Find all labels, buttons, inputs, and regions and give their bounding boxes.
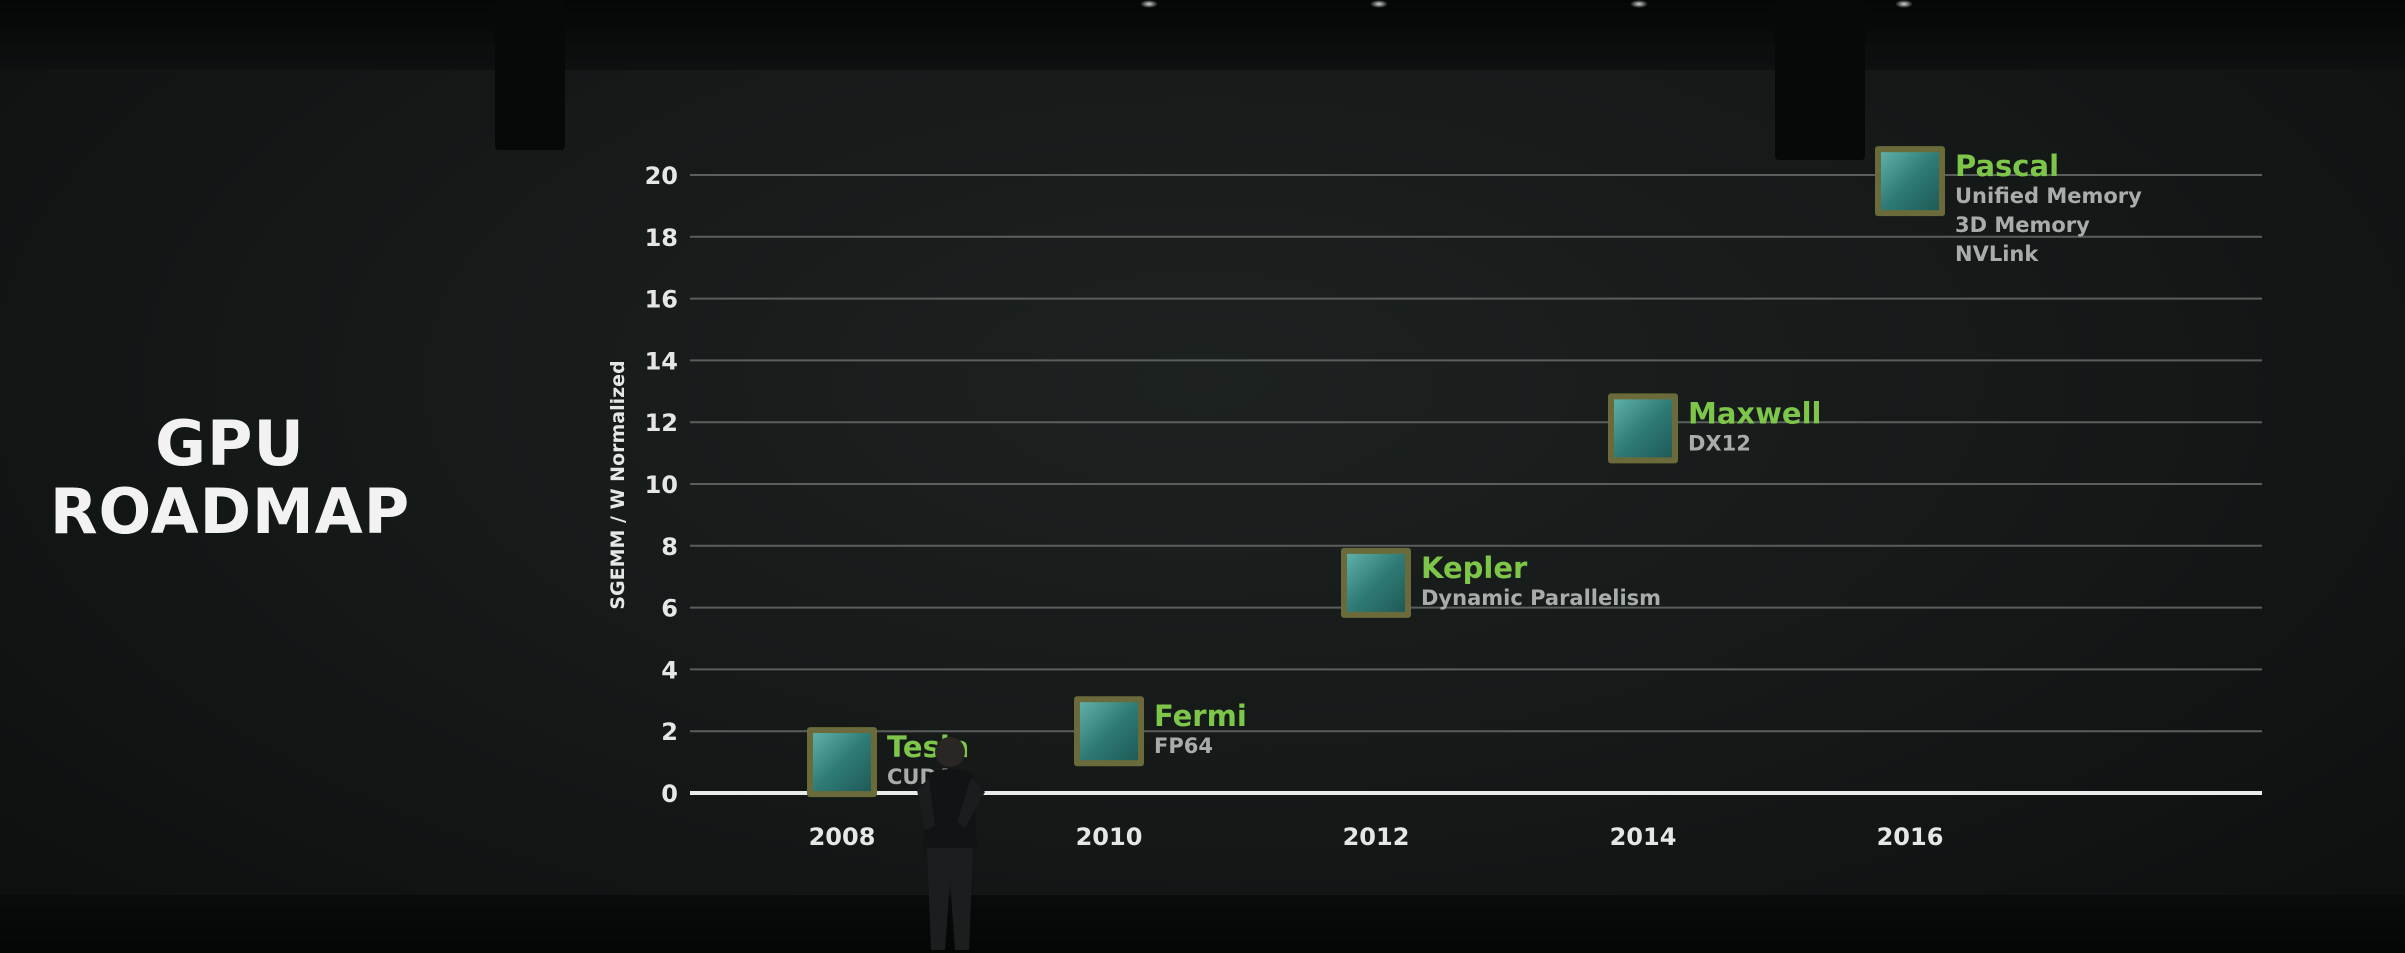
chip-die — [1347, 553, 1405, 612]
slide-title-line-2: ROADMAP — [49, 475, 411, 548]
stage-light — [1630, 0, 1648, 8]
x-tick-label: 2014 — [1610, 823, 1677, 851]
architecture-feature: 3D Memory — [1955, 213, 2090, 237]
presenter-figure — [917, 737, 985, 950]
x-tick-label: 2008 — [809, 823, 876, 851]
architecture-feature: Dynamic Parallelism — [1421, 586, 1661, 610]
y-tick-label: 10 — [645, 471, 678, 499]
x-tick-label: 2016 — [1877, 823, 1944, 851]
y-tick-label: 16 — [645, 286, 678, 314]
x-tick-label: 2010 — [1076, 823, 1143, 851]
y-tick-label: 18 — [645, 224, 678, 252]
architecture-name: Fermi — [1154, 699, 1247, 733]
slide-title: GPU ROADMAP — [40, 410, 420, 546]
lighting-rig-right — [1775, 0, 1865, 160]
architecture-feature: DX12 — [1688, 431, 1751, 455]
chip-die — [813, 733, 871, 792]
y-axis-ticks: 0 2 4 6 8 10 12 14 16 18 20 — [645, 162, 678, 808]
architecture-feature: FP64 — [1154, 734, 1213, 758]
y-axis-label: SGEMM / W Normalized — [607, 360, 629, 609]
architecture-feature: NVLink — [1955, 242, 2039, 266]
architecture-name: Maxwell — [1688, 396, 1821, 430]
y-tick-label: 12 — [645, 409, 678, 437]
y-tick-label: 8 — [661, 533, 678, 561]
stage-light — [1370, 0, 1388, 8]
stage-ceiling — [0, 0, 2405, 70]
lighting-rig-left — [495, 0, 565, 150]
slide-title-line-1: GPU — [155, 407, 305, 480]
y-tick-label: 0 — [661, 780, 678, 808]
y-tick-label: 20 — [645, 162, 678, 190]
y-tick-label: 14 — [645, 347, 678, 375]
architecture-name: Kepler — [1421, 551, 1528, 585]
architecture-feature: Unified Memory — [1955, 184, 2142, 208]
stage-light — [1140, 0, 1158, 8]
y-tick-label: 2 — [661, 718, 678, 746]
architecture-name: Pascal — [1955, 149, 2059, 183]
y-tick-label: 6 — [661, 595, 678, 623]
chip-die — [1881, 152, 1939, 211]
stage-light — [1895, 0, 1913, 8]
chip-die — [1080, 702, 1138, 761]
stage-floor — [0, 895, 2405, 953]
x-axis-ticks: 2008 2010 2012 2014 2016 — [809, 823, 1944, 851]
chip-die — [1614, 399, 1672, 458]
gridlines — [690, 174, 2262, 795]
x-tick-label: 2012 — [1343, 823, 1410, 851]
y-tick-label: 4 — [661, 656, 678, 684]
